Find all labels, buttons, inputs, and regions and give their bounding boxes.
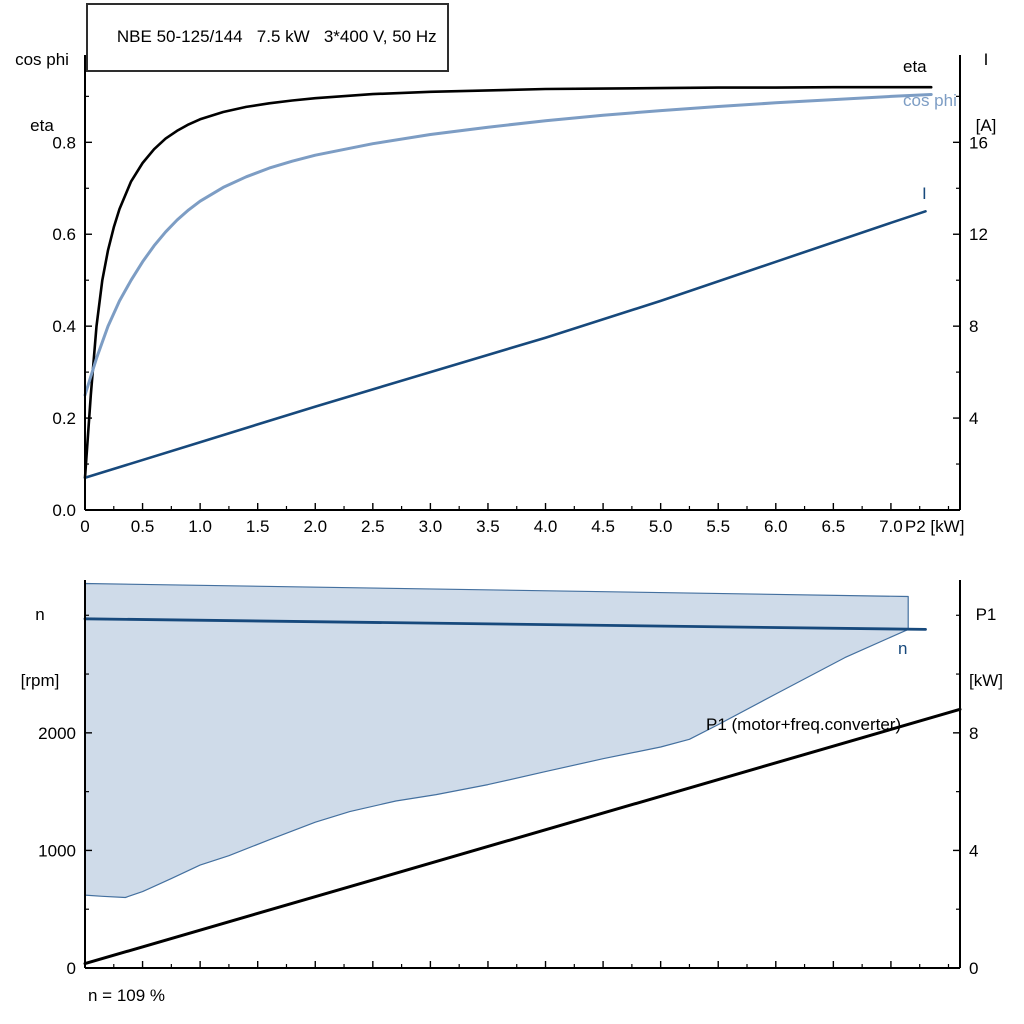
axis-label-current: I	[983, 50, 989, 70]
x-tick-label: 4.5	[591, 517, 615, 536]
right-tick-label: 0	[969, 959, 978, 978]
axis-label-kw-unit: [kW]	[969, 671, 1003, 691]
axes	[84, 55, 961, 511]
right-tick-label: 8	[969, 724, 978, 743]
top-chart-left-axis-title: cos phi eta	[6, 5, 78, 182]
axis-label-cos-phi: cos phi	[15, 50, 69, 70]
chart-title: NBE 50-125/144 7.5 kW 3*400 V, 50 Hz	[116, 27, 437, 46]
tick-labels: 0 0.5 1.0 1.5 2.0 2.5 3.0 3.5 4.0 4.5 5.0 5.5 6.0 6.5…	[52, 133, 988, 536]
x-tick-label: 6.0	[764, 517, 788, 536]
x-tick-label: 5.5	[706, 517, 730, 536]
left-tick-label: 0.8	[52, 133, 76, 152]
x-tick-label: 0	[80, 517, 89, 536]
ticks	[84, 614, 960, 969]
curve-eta	[83, 85, 933, 480]
right-tick-label: 8	[969, 317, 978, 336]
curve-I	[83, 210, 927, 480]
axis-label-ampere-unit: [A]	[975, 116, 997, 136]
left-tick-label: 0	[67, 959, 76, 978]
x-tick-label: 2.0	[303, 517, 327, 536]
x-tick-label: 4.0	[534, 517, 558, 536]
x-tick-label: 3.0	[419, 517, 443, 536]
curve-speed-envelope	[84, 582, 909, 899]
axis-label-speed: n	[35, 605, 45, 625]
right-tick-label: 4	[969, 409, 978, 428]
left-tick-label: 1000	[38, 841, 76, 860]
bottom-chart-right-axis-title: P1 [kW]	[958, 560, 1014, 737]
chart-speed-envelope-p1: 0 1000 2000 0 4 8	[38, 580, 978, 978]
right-tick-label: 4	[969, 841, 978, 860]
chart-motor-eta-cosphi-current: 0 0.5 1.0 1.5 2.0 2.5 3.0 3.5 4.0 4.5 5.0 5.5 6.0 6.5…	[52, 55, 988, 536]
left-tick-label: 2000	[38, 724, 76, 743]
curve-label-p1: P1 (motor+freq.converter)	[706, 715, 902, 734]
curve-n	[83, 617, 927, 631]
right-tick-label: 12	[969, 225, 988, 244]
bottom-chart-left-axis-title: n [rpm]	[8, 560, 72, 737]
left-tick-label: 0.2	[52, 409, 76, 428]
curve-label-eta: eta	[903, 57, 927, 76]
x-axis-unit-label: P2 [kW]	[905, 517, 965, 536]
x-tick-label: 7.0	[879, 517, 903, 536]
x-tick-label: 0.5	[131, 517, 155, 536]
left-tick-label: 0.4	[52, 317, 76, 336]
axes	[84, 580, 961, 969]
curve-label-current: I	[922, 184, 927, 203]
x-tick-label: 2.5	[361, 517, 385, 536]
axis-label-eta: eta	[30, 116, 54, 136]
x-tick-label: 5.0	[649, 517, 673, 536]
top-chart-right-axis-title: I [A]	[960, 5, 1012, 182]
chart-title-box: NBE 50-125/144 7.5 kW 3*400 V, 50 Hz	[86, 3, 449, 72]
x-tick-label: 6.5	[822, 517, 846, 536]
axis-label-rpm-unit: [rpm]	[20, 671, 60, 691]
tick-labels: 0 1000 2000 0 4 8	[38, 724, 978, 978]
ticks	[84, 95, 960, 511]
speed-percentage-note: n = 109 %	[88, 986, 166, 1005]
x-tick-label: 1.0	[188, 517, 212, 536]
right-tick-label: 16	[969, 133, 988, 152]
left-tick-label: 0.0	[52, 501, 76, 520]
x-tick-label: 3.5	[476, 517, 500, 536]
curve-label-cos-phi: cos phi	[903, 91, 957, 110]
curve-label-speed: n	[898, 639, 908, 658]
curve-P1	[83, 707, 962, 966]
curve-cos phi	[83, 93, 933, 397]
left-tick-label: 0.6	[52, 225, 76, 244]
axis-label-p1: P1	[975, 605, 997, 625]
x-tick-label: 1.5	[246, 517, 270, 536]
